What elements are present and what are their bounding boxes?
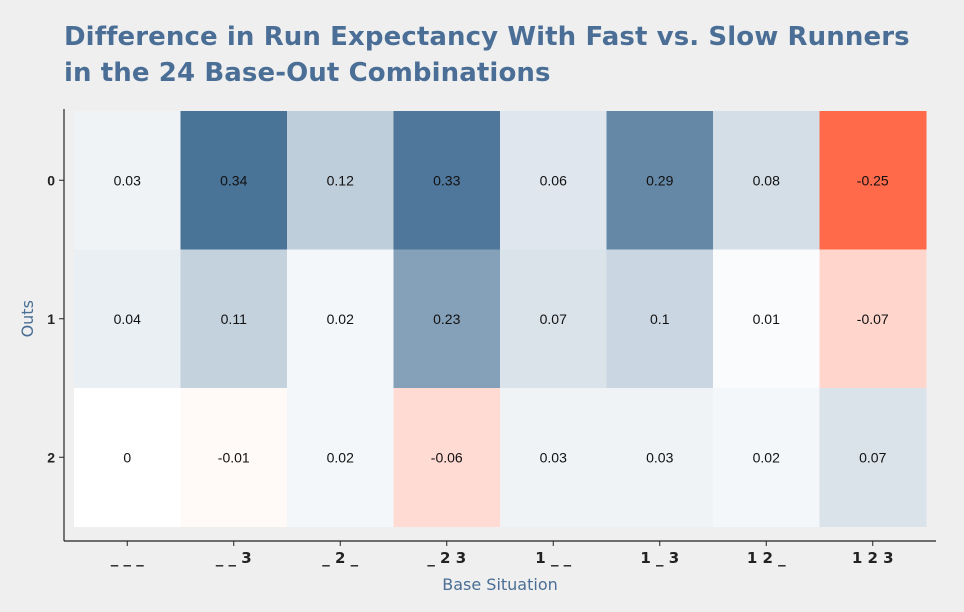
cell-value-label: 0.34 <box>220 172 247 188</box>
heatmap-cell <box>606 111 714 250</box>
cell-value-label: 0.07 <box>859 449 886 465</box>
heatmap-cell <box>74 249 181 389</box>
x-tick-label: 1 _ _ <box>535 549 571 567</box>
cell-value-label: 0.02 <box>327 449 354 465</box>
x-tick-label: 1 _ 3 <box>640 549 679 567</box>
y-tick-label: 2 <box>47 449 55 465</box>
x-tick-label: 1 2 3 <box>852 549 894 567</box>
cell-value-label: 0.03 <box>114 172 141 188</box>
chart-title-line-1: Difference in Run Expectancy With Fast v… <box>64 22 910 52</box>
cell-value-label: 0.1 <box>650 311 670 327</box>
heatmap-cell <box>500 111 607 250</box>
heatmap-cell <box>500 249 607 389</box>
cell-value-label: 0.01 <box>753 311 780 327</box>
cell-value-label: 0.23 <box>433 311 460 327</box>
cell-value-label: 0.08 <box>753 172 780 188</box>
y-axis-title: Outs <box>18 300 37 337</box>
heatmap-cell <box>393 111 501 250</box>
cell-value-label: 0.11 <box>221 311 247 327</box>
cell-value-label: 0.29 <box>646 172 673 188</box>
heatmap-cell <box>74 388 181 527</box>
heatmap-cell <box>180 388 288 527</box>
cell-value-label: 0 <box>123 449 131 465</box>
cell-value-label: 0.03 <box>646 449 673 465</box>
heatmap-cell <box>393 388 501 527</box>
x-tick-label: _ 2 3 <box>427 549 466 567</box>
cell-value-label: -0.06 <box>431 449 463 465</box>
chart-title-line-2: in the 24 Base-Out Combinations <box>64 58 551 88</box>
cell-value-label: -0.07 <box>857 311 889 327</box>
heatmap-cell <box>180 111 288 250</box>
heatmap-cell <box>819 111 927 250</box>
heatmap-cell <box>713 249 820 389</box>
heatmap-cell <box>606 249 714 389</box>
heatmap-cell <box>713 111 820 250</box>
cell-value-label: -0.01 <box>218 449 250 465</box>
x-tick-label: 1 2 _ <box>747 549 786 567</box>
x-tick-label: _ _ 3 <box>216 549 252 567</box>
cell-value-label: 0.02 <box>753 449 780 465</box>
cell-value-label: 0.07 <box>540 311 567 327</box>
heatmap-cell <box>819 249 927 389</box>
cell-value-label: 0.06 <box>540 172 567 188</box>
heatmap-cell <box>819 388 927 527</box>
x-tick-label: _ 2 _ <box>322 549 358 567</box>
cell-value-label: 0.33 <box>433 172 460 188</box>
heatmap-cell <box>180 249 288 389</box>
y-tick-label: 0 <box>47 172 55 188</box>
heatmap-cell <box>606 388 714 527</box>
x-tick-label: _ _ _ <box>111 549 144 567</box>
heatmap-cell <box>713 388 820 527</box>
cell-value-label: 0.03 <box>540 449 567 465</box>
heatmap-cell <box>500 388 607 527</box>
cell-value-label: 0.02 <box>327 311 354 327</box>
heatmap-cell <box>393 249 501 389</box>
heatmap-cell <box>287 111 394 250</box>
x-axis-title: Base Situation <box>442 575 558 594</box>
cell-value-label: 0.12 <box>327 172 354 188</box>
cell-value-label: 0.04 <box>114 311 141 327</box>
heatmap-cell <box>74 111 181 250</box>
cell-value-label: -0.25 <box>857 172 889 188</box>
heatmap-cell <box>287 249 394 389</box>
heatmap-cell <box>287 388 394 527</box>
y-tick-label: 1 <box>47 311 55 327</box>
